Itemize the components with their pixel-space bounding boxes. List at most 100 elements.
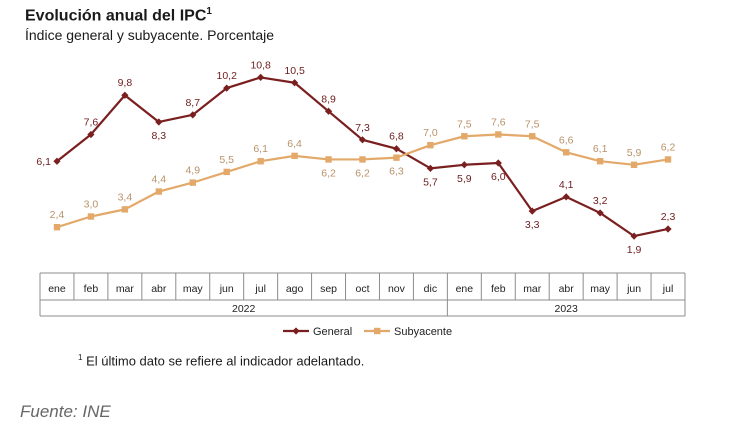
data-label-subyacente: 7,6 [491,116,506,128]
x-tick-label: may [183,283,204,295]
x-tick-label: oct [355,283,369,295]
x-tick-label: nov [388,283,406,295]
point-subyacente [359,156,366,163]
x-tick-label: sep [320,283,337,295]
legend-marker-subyacente [374,327,381,335]
data-label-general: 6,8 [389,131,404,143]
point-general [223,84,231,92]
data-label-subyacente: 6,2 [321,167,336,179]
point-general [392,145,401,153]
data-label-general: 3,3 [525,219,540,231]
data-label-general: 1,9 [627,244,642,256]
footnote: 1 El último dato se refiere al indicador… [78,353,365,369]
source-note: Fuente: INE [20,402,111,421]
year-group-label: 2023 [555,303,579,315]
data-label-subyacente: 3,0 [84,199,99,211]
x-tick-label: abr [559,283,575,295]
data-label-subyacente: 2,4 [50,209,65,221]
legend-marker-general [292,327,300,335]
data-label-general: 3,2 [593,195,608,207]
year-group-label: 2022 [232,303,256,315]
data-label-general: 7,3 [355,122,370,134]
point-general [155,118,163,126]
x-tick-label: may [590,283,611,295]
point-general [291,79,299,87]
x-tick-label: ene [48,283,66,295]
legend-label-general: General [313,326,352,338]
x-tick-label: dic [424,283,437,295]
series-line-subyacente [56,133,669,229]
point-general [562,193,570,201]
data-label-subyacente: 3,4 [118,191,133,203]
data-label-general: 10,2 [216,70,237,82]
data-label-general: 5,9 [457,173,472,185]
data-label-subyacente: 5,9 [627,147,642,159]
x-tick-label: jun [219,283,234,295]
point-subyacente [664,156,672,163]
point-general [257,73,265,81]
point-general [53,157,61,165]
x-tick-label: jul [254,283,266,295]
point-general [189,111,197,119]
point-subyacente [495,131,502,138]
x-tick-label: feb [84,283,99,295]
point-subyacente [461,133,468,140]
point-subyacente [87,213,95,220]
data-label-subyacente: 4,9 [185,165,200,177]
data-label-general: 8,9 [321,93,336,105]
data-label-general: 10,5 [284,65,305,77]
point-general [664,225,672,233]
point-general [460,161,468,169]
point-general [324,107,333,115]
data-label-general: 5,7 [423,176,438,188]
point-subyacente [189,179,196,186]
data-label-general: 10,8 [250,59,271,71]
point-subyacente [596,158,604,165]
point-general [87,130,95,139]
point-general [630,232,638,240]
x-tick-label: mar [523,283,542,295]
data-label-subyacente: 4,4 [152,174,167,186]
data-label-subyacente: 6,2 [355,167,370,179]
data-label-subyacente: 5,5 [219,154,234,166]
point-subyacente [562,149,570,156]
data-label-subyacente: 7,0 [423,127,438,139]
data-label-subyacente: 6,2 [661,141,676,153]
data-label-general: 2,3 [661,211,676,223]
point-subyacente [257,158,264,165]
legend-label-subyacente: Subyacente [394,326,452,338]
data-label-general: 6,1 [36,156,51,168]
data-label-subyacente: 7,5 [457,118,472,130]
point-general [528,207,536,215]
data-label-subyacente: 6,1 [253,143,268,155]
point-general [426,164,434,172]
data-label-general: 4,1 [559,179,574,191]
x-tick-label: abr [151,283,167,295]
point-subyacente [427,141,434,149]
data-label-subyacente: 6,6 [559,134,574,146]
chart-subtitle: Índice general y subyacente. Porcentaje [25,27,275,43]
data-label-general: 9,8 [118,77,133,89]
x-tick-label: mar [116,283,135,295]
data-label-subyacente: 6,3 [389,166,404,178]
point-subyacente [223,168,230,176]
point-general [121,91,129,99]
data-label-subyacente: 7,5 [525,118,540,130]
data-label-general: 8,7 [185,97,200,109]
data-label-subyacente: 6,4 [287,138,302,150]
x-tick-label: jul [662,283,674,295]
point-general [494,159,502,167]
data-label-subyacente: 6,1 [593,143,608,155]
point-subyacente [121,206,129,213]
data-label-general: 6,0 [491,171,506,183]
chart-title: Evolución anual del IPC1 [25,6,212,25]
x-tick-label: feb [491,283,506,295]
point-subyacente [529,133,536,140]
x-tick-label: ago [286,283,304,295]
point-subyacente [630,161,638,168]
point-subyacente [393,154,400,161]
point-general [596,209,604,217]
data-label-general: 7,6 [84,116,99,128]
point-general [358,136,367,144]
